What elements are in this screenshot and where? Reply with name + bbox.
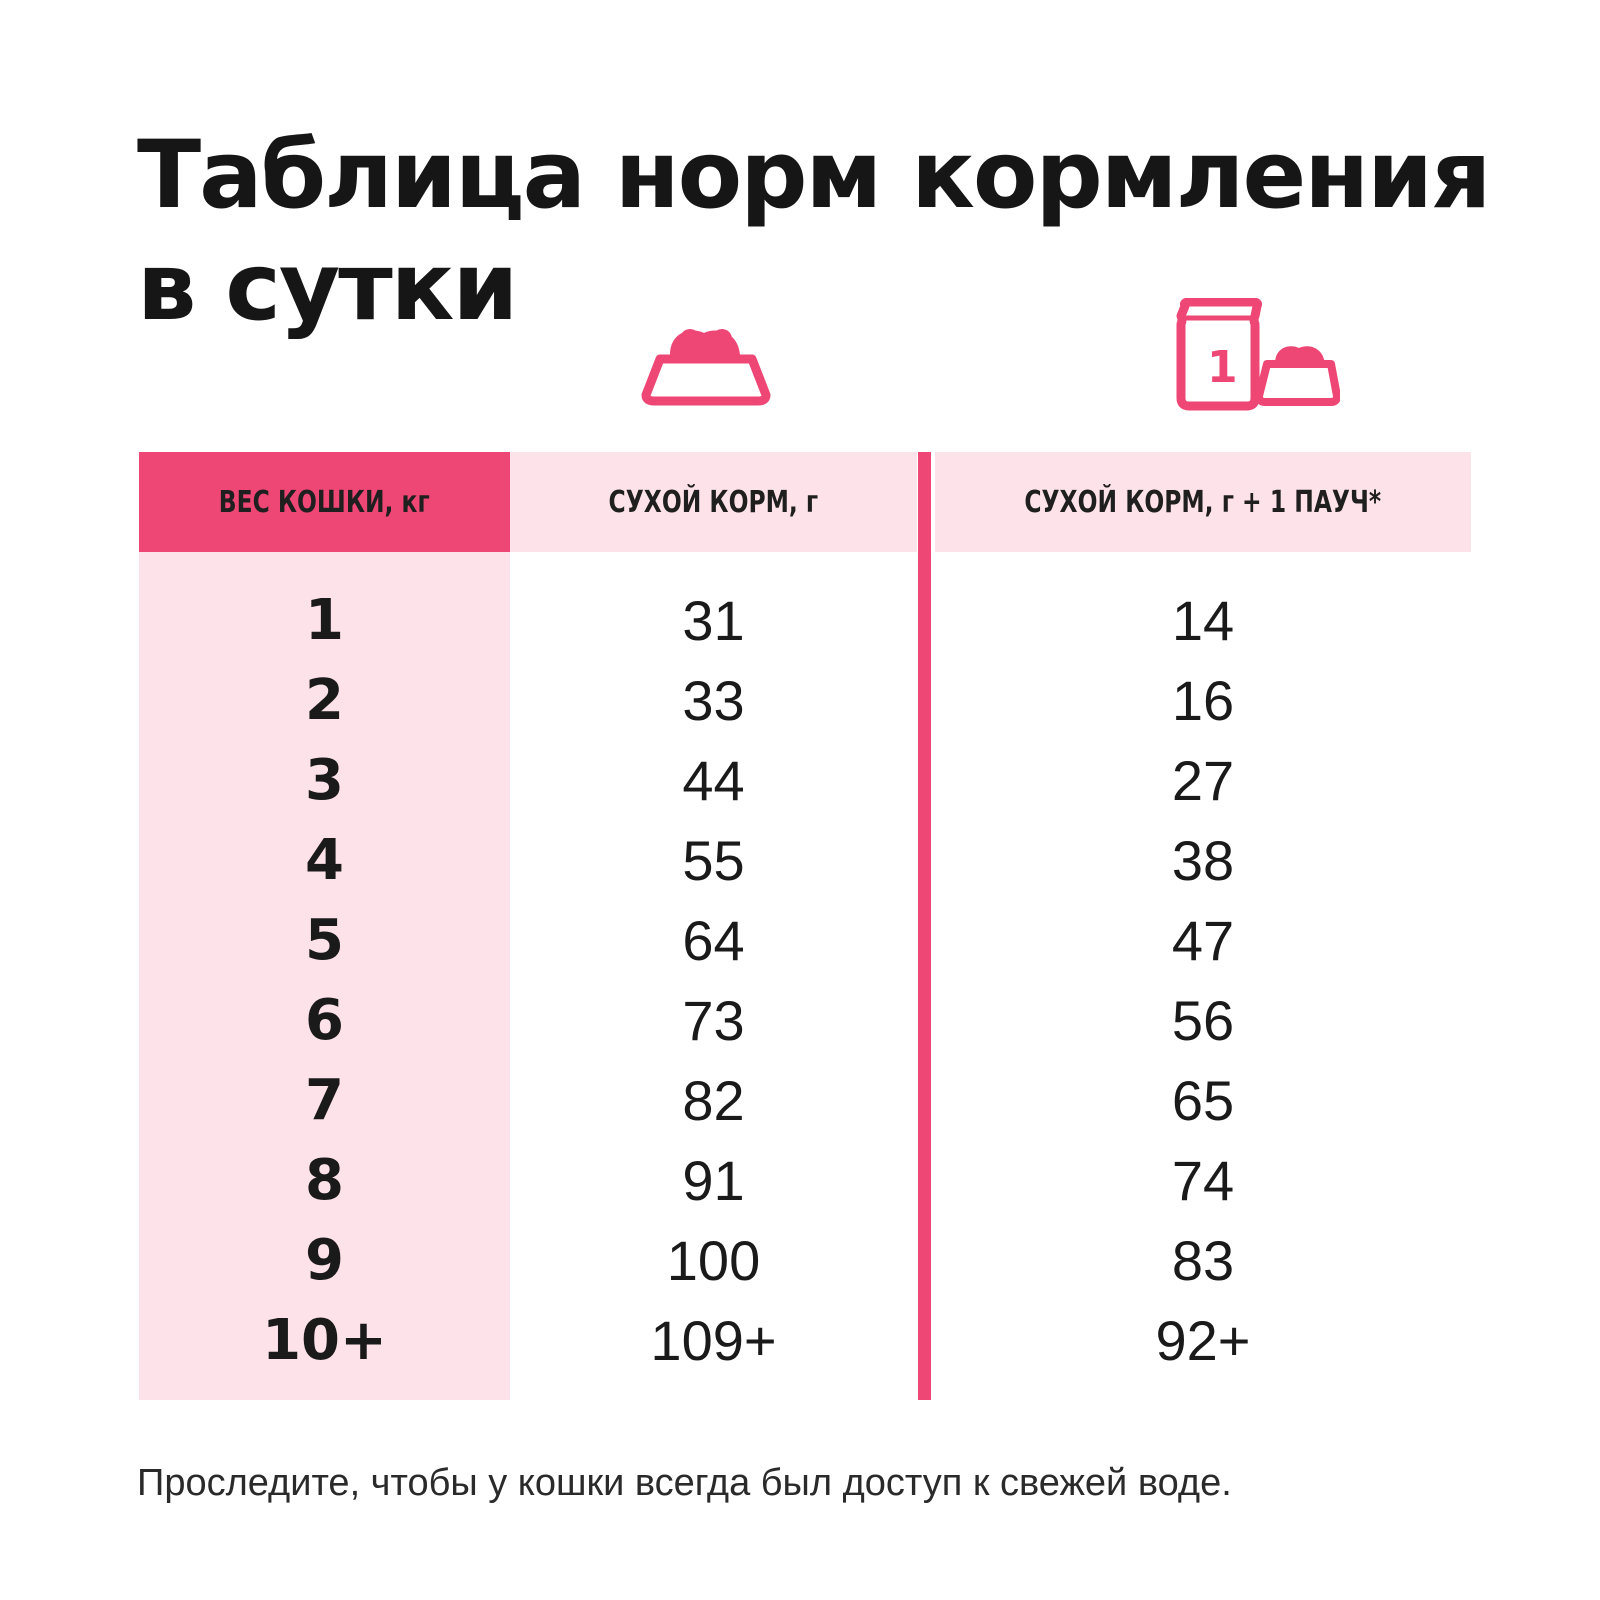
food-bowl-icon	[640, 325, 772, 412]
cell-weight: 8	[305, 1147, 344, 1213]
title-line-1: Таблица норм кормления	[137, 121, 1491, 230]
cell-dry: 73	[682, 988, 745, 1052]
cell-weight: 9	[305, 1227, 344, 1293]
cell-weight: 6	[305, 987, 344, 1053]
cell-weight: 2	[305, 667, 344, 733]
table-row: 4 55 38	[0, 820, 1600, 900]
cell-dry-pouch: 38	[1171, 828, 1235, 892]
table-row: 10+ 109+ 92+	[0, 1300, 1600, 1380]
cell-dry-pouch: 74	[1171, 1148, 1235, 1212]
cell-dry-pouch: 92+	[1155, 1308, 1251, 1372]
column-divider	[918, 452, 931, 1400]
cell-dry: 82	[682, 1068, 745, 1132]
page-title: Таблица норм кормления в сутки	[137, 120, 1491, 344]
cell-dry: 33	[682, 668, 745, 732]
table-row: 1 31 14	[0, 580, 1600, 660]
cell-dry: 109+	[650, 1308, 777, 1372]
cell-weight: 1	[305, 587, 344, 653]
cell-weight: 3	[305, 747, 344, 813]
cell-weight: 7	[305, 1067, 344, 1133]
table-row: 2 33 16	[0, 660, 1600, 740]
table-row: 3 44 27	[0, 740, 1600, 820]
table-row: 9 100 83	[0, 1220, 1600, 1300]
table-row: 5 64 47	[0, 900, 1600, 980]
cell-dry-pouch: 16	[1171, 668, 1235, 732]
pouch-and-bowl-icon: 1	[1175, 297, 1341, 418]
title-line-2: в сутки	[137, 233, 518, 342]
header-weight: ВЕС КОШКИ, кг	[139, 452, 510, 552]
cell-dry-pouch: 27	[1171, 748, 1235, 812]
cell-dry: 100	[666, 1228, 761, 1292]
cell-dry-pouch: 83	[1171, 1228, 1235, 1292]
cell-weight: 4	[305, 827, 344, 893]
cell-dry: 55	[682, 828, 745, 892]
cell-dry-pouch: 65	[1171, 1068, 1235, 1132]
cell-dry: 31	[682, 588, 745, 652]
header-dry-food: СУХОЙ КОРМ, г	[510, 452, 917, 552]
cell-dry-pouch: 14	[1171, 588, 1235, 652]
table-row: 8 91 74	[0, 1140, 1600, 1220]
pouch-number: 1	[1207, 342, 1238, 393]
table-body: 1 31 14 2 33 16 3 44 27 4 55 38 5 64 47 …	[0, 580, 1600, 1380]
header-dry-food-plus-pouch: СУХОЙ КОРМ, г + 1 ПАУЧ*	[935, 452, 1471, 552]
cell-dry-pouch: 47	[1171, 908, 1235, 972]
cell-dry-pouch: 56	[1171, 988, 1235, 1052]
cell-dry: 91	[682, 1148, 745, 1212]
footnote: Проследите, чтобы у кошки всегда был дос…	[137, 1462, 1232, 1504]
cell-weight: 10+	[262, 1307, 387, 1373]
cell-weight: 5	[305, 907, 344, 973]
cell-dry: 64	[682, 908, 745, 972]
weight-column-background	[139, 552, 510, 1400]
table-row: 6 73 56	[0, 980, 1600, 1060]
table-row: 7 82 65	[0, 1060, 1600, 1140]
cell-dry: 44	[682, 748, 745, 812]
